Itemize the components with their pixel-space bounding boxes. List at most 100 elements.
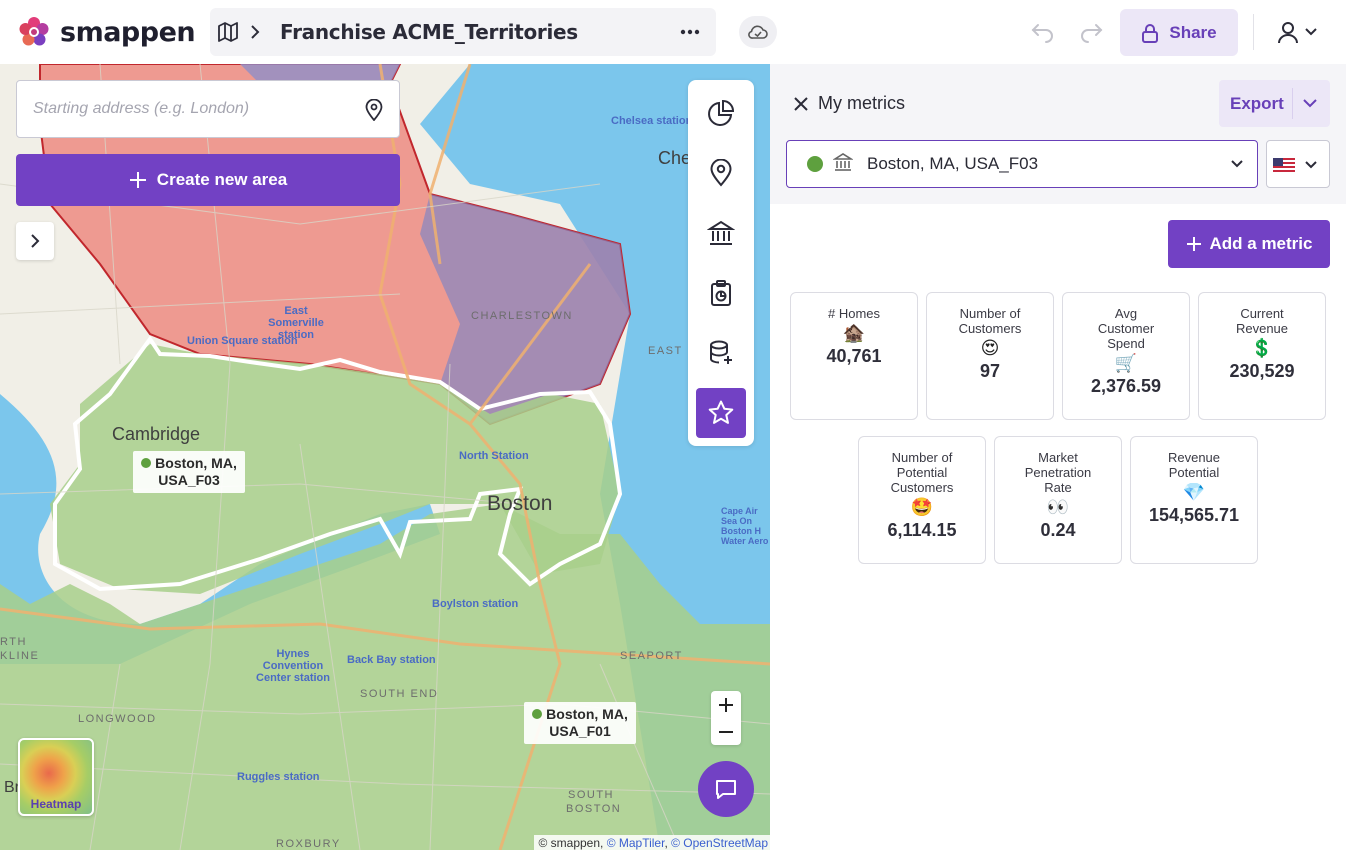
- export-label: Export: [1230, 93, 1284, 113]
- chevron-right-icon: [248, 20, 262, 44]
- neighborhood-label: LONGWOOD: [78, 713, 157, 725]
- chevron-down-icon[interactable]: [1301, 94, 1319, 117]
- metric-card-current-revenue[interactable]: Current Revenue 💲 230,529: [1198, 292, 1326, 420]
- station-label: East Somerville station: [268, 305, 324, 341]
- area-selector[interactable]: Boston, MA, USA_F03: [786, 140, 1258, 188]
- metric-value: 230,529: [1229, 361, 1295, 381]
- station-label: Cape Air Sea On Boston H Water Aero: [721, 506, 769, 546]
- brand-name: smappen: [60, 16, 196, 48]
- metric-label: Number of Potential Customers: [890, 450, 954, 495]
- map-pin-icon: [710, 159, 732, 187]
- station-label: Chelsea station: [611, 115, 693, 127]
- project-title[interactable]: Franchise ACME_Territories: [280, 20, 578, 44]
- lock-icon: [1142, 23, 1159, 43]
- chat-icon: [716, 780, 736, 799]
- area-color-dot: [807, 156, 823, 172]
- location-pin-icon[interactable]: [365, 98, 383, 126]
- redo-icon[interactable]: [1078, 20, 1104, 44]
- plus-icon: [129, 172, 146, 188]
- zoom-in-button[interactable]: [711, 691, 741, 718]
- metric-value: 0.24: [1040, 520, 1076, 540]
- station-label: North Station: [459, 450, 529, 462]
- chevron-down-icon: [1229, 156, 1245, 177]
- add-metric-button[interactable]: Add a metric: [1168, 220, 1330, 268]
- database-add-icon: [710, 340, 732, 364]
- country-selector[interactable]: [1266, 140, 1330, 188]
- neighborhood-label: SOUTH END: [360, 688, 439, 700]
- star-icon: [708, 400, 734, 424]
- metric-card-potential-customers[interactable]: Number of Potential Customers 🤩 6,114.15: [858, 436, 986, 564]
- zoom-out-button[interactable]: [711, 718, 741, 745]
- metric-value: 97: [979, 361, 1001, 381]
- chevron-right-icon: [31, 234, 40, 248]
- city-label: Boston: [487, 492, 553, 515]
- add-metric-label: Add a metric: [1209, 234, 1313, 253]
- city-label: Che: [658, 148, 692, 168]
- selected-area: Boston, MA, USA_F03: [867, 154, 1039, 173]
- station-label: Back Bay station: [347, 654, 436, 666]
- create-new-area-button[interactable]: Create new area: [16, 154, 400, 206]
- metric-value: 2,376.59: [1090, 376, 1162, 396]
- area-label-line1: Boston, MA,: [546, 706, 628, 722]
- metric-card-avg-spend[interactable]: Avg Customer Spend 🛒 2,376.59: [1062, 292, 1190, 420]
- report-tool[interactable]: [696, 268, 746, 318]
- smappen-logo[interactable]: smappen: [16, 14, 196, 50]
- attribution-smappen: © smappen,: [538, 836, 604, 850]
- dollar-icon: 💲: [1250, 338, 1274, 358]
- metric-card-customers[interactable]: Number of Customers 😍 97: [926, 292, 1054, 420]
- station-label: Ruggles station: [237, 771, 320, 783]
- map-toolbar: [688, 80, 754, 446]
- attribution-osm-link[interactable]: © OpenStreetMap: [671, 836, 768, 850]
- metric-card-homes[interactable]: # Homes 🏚️ 40,761: [790, 292, 918, 420]
- poi-tool[interactable]: [696, 148, 746, 198]
- station-label: Hynes Convention Center station: [256, 648, 330, 684]
- user-menu[interactable]: [1276, 18, 1322, 46]
- city-label: Cambridge: [112, 424, 201, 444]
- undo-icon[interactable]: [1030, 20, 1056, 44]
- area-color-dot: [141, 458, 152, 468]
- export-button[interactable]: Export: [1219, 80, 1330, 127]
- map-icon[interactable]: [216, 20, 240, 44]
- favorites-tool[interactable]: [696, 388, 746, 438]
- zoom-control: [711, 691, 741, 745]
- user-icon: [1278, 22, 1298, 44]
- metric-label: Market Penetration Rate: [1024, 450, 1092, 495]
- minus-icon: [719, 730, 733, 733]
- area-label-line1: Boston, MA,: [155, 455, 237, 471]
- institutions-tool[interactable]: [696, 208, 746, 258]
- map-attribution: © smappen, © MapTiler, © OpenStreetMap: [534, 835, 770, 850]
- metric-value: 6,114.15: [887, 520, 957, 540]
- metric-label: Revenue Potential: [1167, 450, 1221, 480]
- attribution-maptiler-link[interactable]: © MapTiler: [606, 836, 665, 850]
- chat-button[interactable]: [698, 761, 754, 817]
- expand-panel-button[interactable]: [16, 222, 54, 260]
- neighborhood-label: ROXBURY: [276, 838, 341, 850]
- area-label-f01[interactable]: Boston, MA, USA_F01: [524, 702, 636, 744]
- address-search-field[interactable]: [16, 80, 400, 138]
- share-button[interactable]: Share: [1120, 9, 1238, 56]
- close-icon[interactable]: [792, 95, 810, 113]
- area-label-f03[interactable]: Boston, MA, USA_F03: [133, 451, 245, 493]
- map-canvas[interactable]: Chelsea station East Somerville station …: [0, 64, 770, 850]
- metric-card-revenue-potential[interactable]: Revenue Potential 💎 154,565.71: [1130, 436, 1258, 564]
- neighborhood-label: CHARLESTOWN: [471, 310, 573, 322]
- chevron-down-icon: [1305, 28, 1317, 36]
- station-label: Boylston station: [432, 598, 519, 610]
- add-data-tool[interactable]: [696, 328, 746, 378]
- header-divider: [1253, 14, 1254, 50]
- metric-label: Avg Customer Spend: [1097, 306, 1155, 351]
- address-input[interactable]: [33, 100, 353, 118]
- neighborhood-label: SOUTH BOSTON: [566, 789, 622, 815]
- shopping-cart-icon: 🛒: [1114, 353, 1138, 373]
- share-label: Share: [1169, 22, 1217, 42]
- metric-label: # Homes: [827, 306, 881, 321]
- project-title-bar[interactable]: Franchise ACME_Territories: [210, 8, 716, 56]
- more-options-icon[interactable]: [678, 20, 702, 44]
- metric-card-market-penetration[interactable]: Market Penetration Rate 👀 0.24: [994, 436, 1122, 564]
- cloud-sync-icon[interactable]: [739, 16, 777, 48]
- metric-value: 40,761: [826, 346, 882, 366]
- create-area-label: Create new area: [156, 170, 288, 189]
- analytics-tool[interactable]: [696, 88, 746, 138]
- heatmap-toggle[interactable]: Heatmap: [18, 738, 94, 816]
- heart-eyes-icon: 😍: [980, 338, 1000, 358]
